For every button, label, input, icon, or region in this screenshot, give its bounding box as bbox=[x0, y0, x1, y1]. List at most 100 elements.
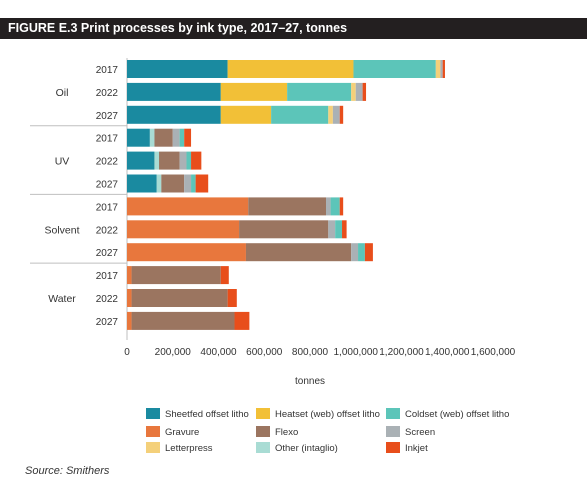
group-label-water: Water bbox=[48, 293, 76, 305]
year-label: 2022 bbox=[96, 225, 119, 236]
bar-segment-coldset-web-offset-litho bbox=[335, 220, 343, 239]
legend-swatch-inkjet bbox=[386, 442, 400, 453]
bar-segment-sheetfed-offset-litho bbox=[127, 105, 221, 124]
legend-swatch-gravure bbox=[146, 426, 160, 437]
bar-segment-other-intaglio bbox=[149, 128, 155, 147]
legend-swatch-heatset-web-offset-litho bbox=[256, 408, 270, 419]
bar-segment-letterpress bbox=[435, 60, 441, 78]
bar-segment-inkjet bbox=[339, 105, 344, 124]
source-note: Source: Smithers bbox=[25, 465, 110, 477]
group-label-solvent: Solvent bbox=[44, 224, 79, 236]
group-label-oil: Oil bbox=[56, 87, 69, 99]
year-label: 2017 bbox=[96, 65, 119, 76]
bar-segment-heatset-web-offset-litho bbox=[220, 105, 272, 124]
year-label: 2027 bbox=[96, 317, 119, 328]
year-label: 2017 bbox=[96, 202, 119, 213]
bar-segment-coldset-web-offset-litho bbox=[353, 60, 436, 78]
legend-swatch-other-intaglio bbox=[256, 442, 270, 453]
bar-segment-other-intaglio bbox=[156, 174, 162, 193]
bar-segment-sheetfed-offset-litho bbox=[127, 174, 157, 193]
bar-segment-gravure bbox=[127, 289, 132, 307]
bar-segment-inkjet bbox=[227, 289, 237, 307]
bar-segment-gravure bbox=[127, 220, 240, 239]
bar-segment-flexo bbox=[161, 174, 185, 193]
bar-segment-screen bbox=[328, 220, 336, 239]
legend-swatch-letterpress bbox=[146, 442, 160, 453]
bar-segment-screen bbox=[355, 82, 363, 101]
bar-segment-inkjet bbox=[220, 266, 229, 285]
bar-segment-heatset-web-offset-litho bbox=[220, 82, 288, 101]
bar-segment-inkjet bbox=[191, 151, 202, 170]
group-label-uv: UV bbox=[55, 156, 70, 168]
bar-segment-inkjet bbox=[234, 311, 250, 330]
legend-label: Sheetfed offset litho bbox=[165, 409, 249, 420]
bar-segment-letterpress bbox=[351, 82, 356, 101]
bar-segment-gravure bbox=[127, 266, 132, 285]
bar-segment-screen bbox=[440, 60, 443, 78]
bar-segment-flexo bbox=[159, 151, 180, 170]
bar-segment-sheetfed-offset-litho bbox=[127, 151, 155, 170]
bar-segment-sheetfed-offset-litho bbox=[127, 82, 221, 101]
bar-segment-gravure bbox=[127, 243, 246, 262]
bar-segment-coldset-web-offset-litho bbox=[186, 151, 192, 170]
year-label: 2017 bbox=[96, 134, 119, 145]
legend-swatch-screen bbox=[386, 426, 400, 437]
legend-swatch-coldset-web-offset-litho bbox=[386, 408, 400, 419]
bar-segment-coldset-web-offset-litho bbox=[179, 128, 185, 147]
bar-segment-screen bbox=[179, 151, 187, 170]
bar-segment-flexo bbox=[131, 289, 228, 307]
legend-swatch-flexo bbox=[256, 426, 270, 437]
legend-label: Gravure bbox=[165, 427, 199, 438]
bar-segment-coldset-web-offset-litho bbox=[271, 105, 329, 124]
legend-label: Other (intaglio) bbox=[275, 443, 338, 454]
bar-segment-screen bbox=[326, 197, 331, 216]
year-label: 2022 bbox=[96, 294, 119, 305]
bar-segment-flexo bbox=[245, 243, 352, 262]
bar-segment-inkjet bbox=[339, 197, 344, 216]
x-tick-label: 1,200,000 bbox=[379, 347, 424, 358]
bar-segment-inkjet bbox=[364, 243, 373, 262]
bar-segment-coldset-web-offset-litho bbox=[358, 243, 365, 262]
bar-segment-screen bbox=[172, 128, 180, 147]
bar-segment-sheetfed-offset-litho bbox=[127, 128, 150, 147]
year-label: 2027 bbox=[96, 180, 119, 191]
year-label: 2022 bbox=[96, 157, 119, 168]
x-tick-label: 1,000,000 bbox=[334, 347, 379, 358]
year-label: 2027 bbox=[96, 111, 119, 122]
bar-segment-coldset-web-offset-litho bbox=[287, 82, 352, 101]
bar-segment-screen bbox=[332, 105, 340, 124]
bar-segment-flexo bbox=[239, 220, 329, 239]
bar-segment-flexo bbox=[248, 197, 327, 216]
year-label: 2027 bbox=[96, 248, 119, 259]
legend-label: Inkjet bbox=[405, 443, 428, 454]
bar-segment-coldset-web-offset-litho bbox=[330, 197, 340, 216]
x-tick-label: 1,400,000 bbox=[425, 347, 470, 358]
year-label: 2017 bbox=[96, 271, 119, 282]
x-tick-label: 0 bbox=[124, 347, 130, 358]
bar-segment-inkjet bbox=[184, 128, 192, 147]
bar-segment-screen bbox=[184, 174, 192, 193]
x-tick-label: 1,600,000 bbox=[471, 347, 516, 358]
x-tick-label: 200,000 bbox=[155, 347, 192, 358]
bar-segment-flexo bbox=[131, 266, 221, 285]
x-tick-label: 800,000 bbox=[292, 347, 329, 358]
figure-title: FIGURE E.3 Print processes by ink type, … bbox=[0, 18, 587, 39]
x-tick-label: 600,000 bbox=[246, 347, 283, 358]
year-label: 2022 bbox=[96, 88, 119, 99]
bar-segment-letterpress bbox=[328, 105, 333, 124]
bar-segment-inkjet bbox=[362, 82, 367, 101]
x-axis-title: tonnes bbox=[295, 376, 325, 387]
bar-segment-flexo bbox=[131, 311, 235, 330]
bar-segment-gravure bbox=[127, 197, 249, 216]
legend-swatch-sheetfed-offset-litho bbox=[146, 408, 160, 419]
bar-segment-flexo bbox=[154, 128, 173, 147]
bar-segment-inkjet bbox=[195, 174, 209, 193]
bar-segment-screen bbox=[351, 243, 359, 262]
legend-label: Coldset (web) offset litho bbox=[405, 409, 509, 420]
legend-label: Flexo bbox=[275, 427, 298, 438]
bar-segment-heatset-web-offset-litho bbox=[227, 60, 354, 78]
legend-label: Letterpress bbox=[165, 443, 213, 454]
bar-segment-inkjet bbox=[442, 60, 445, 78]
x-tick-label: 400,000 bbox=[200, 347, 237, 358]
